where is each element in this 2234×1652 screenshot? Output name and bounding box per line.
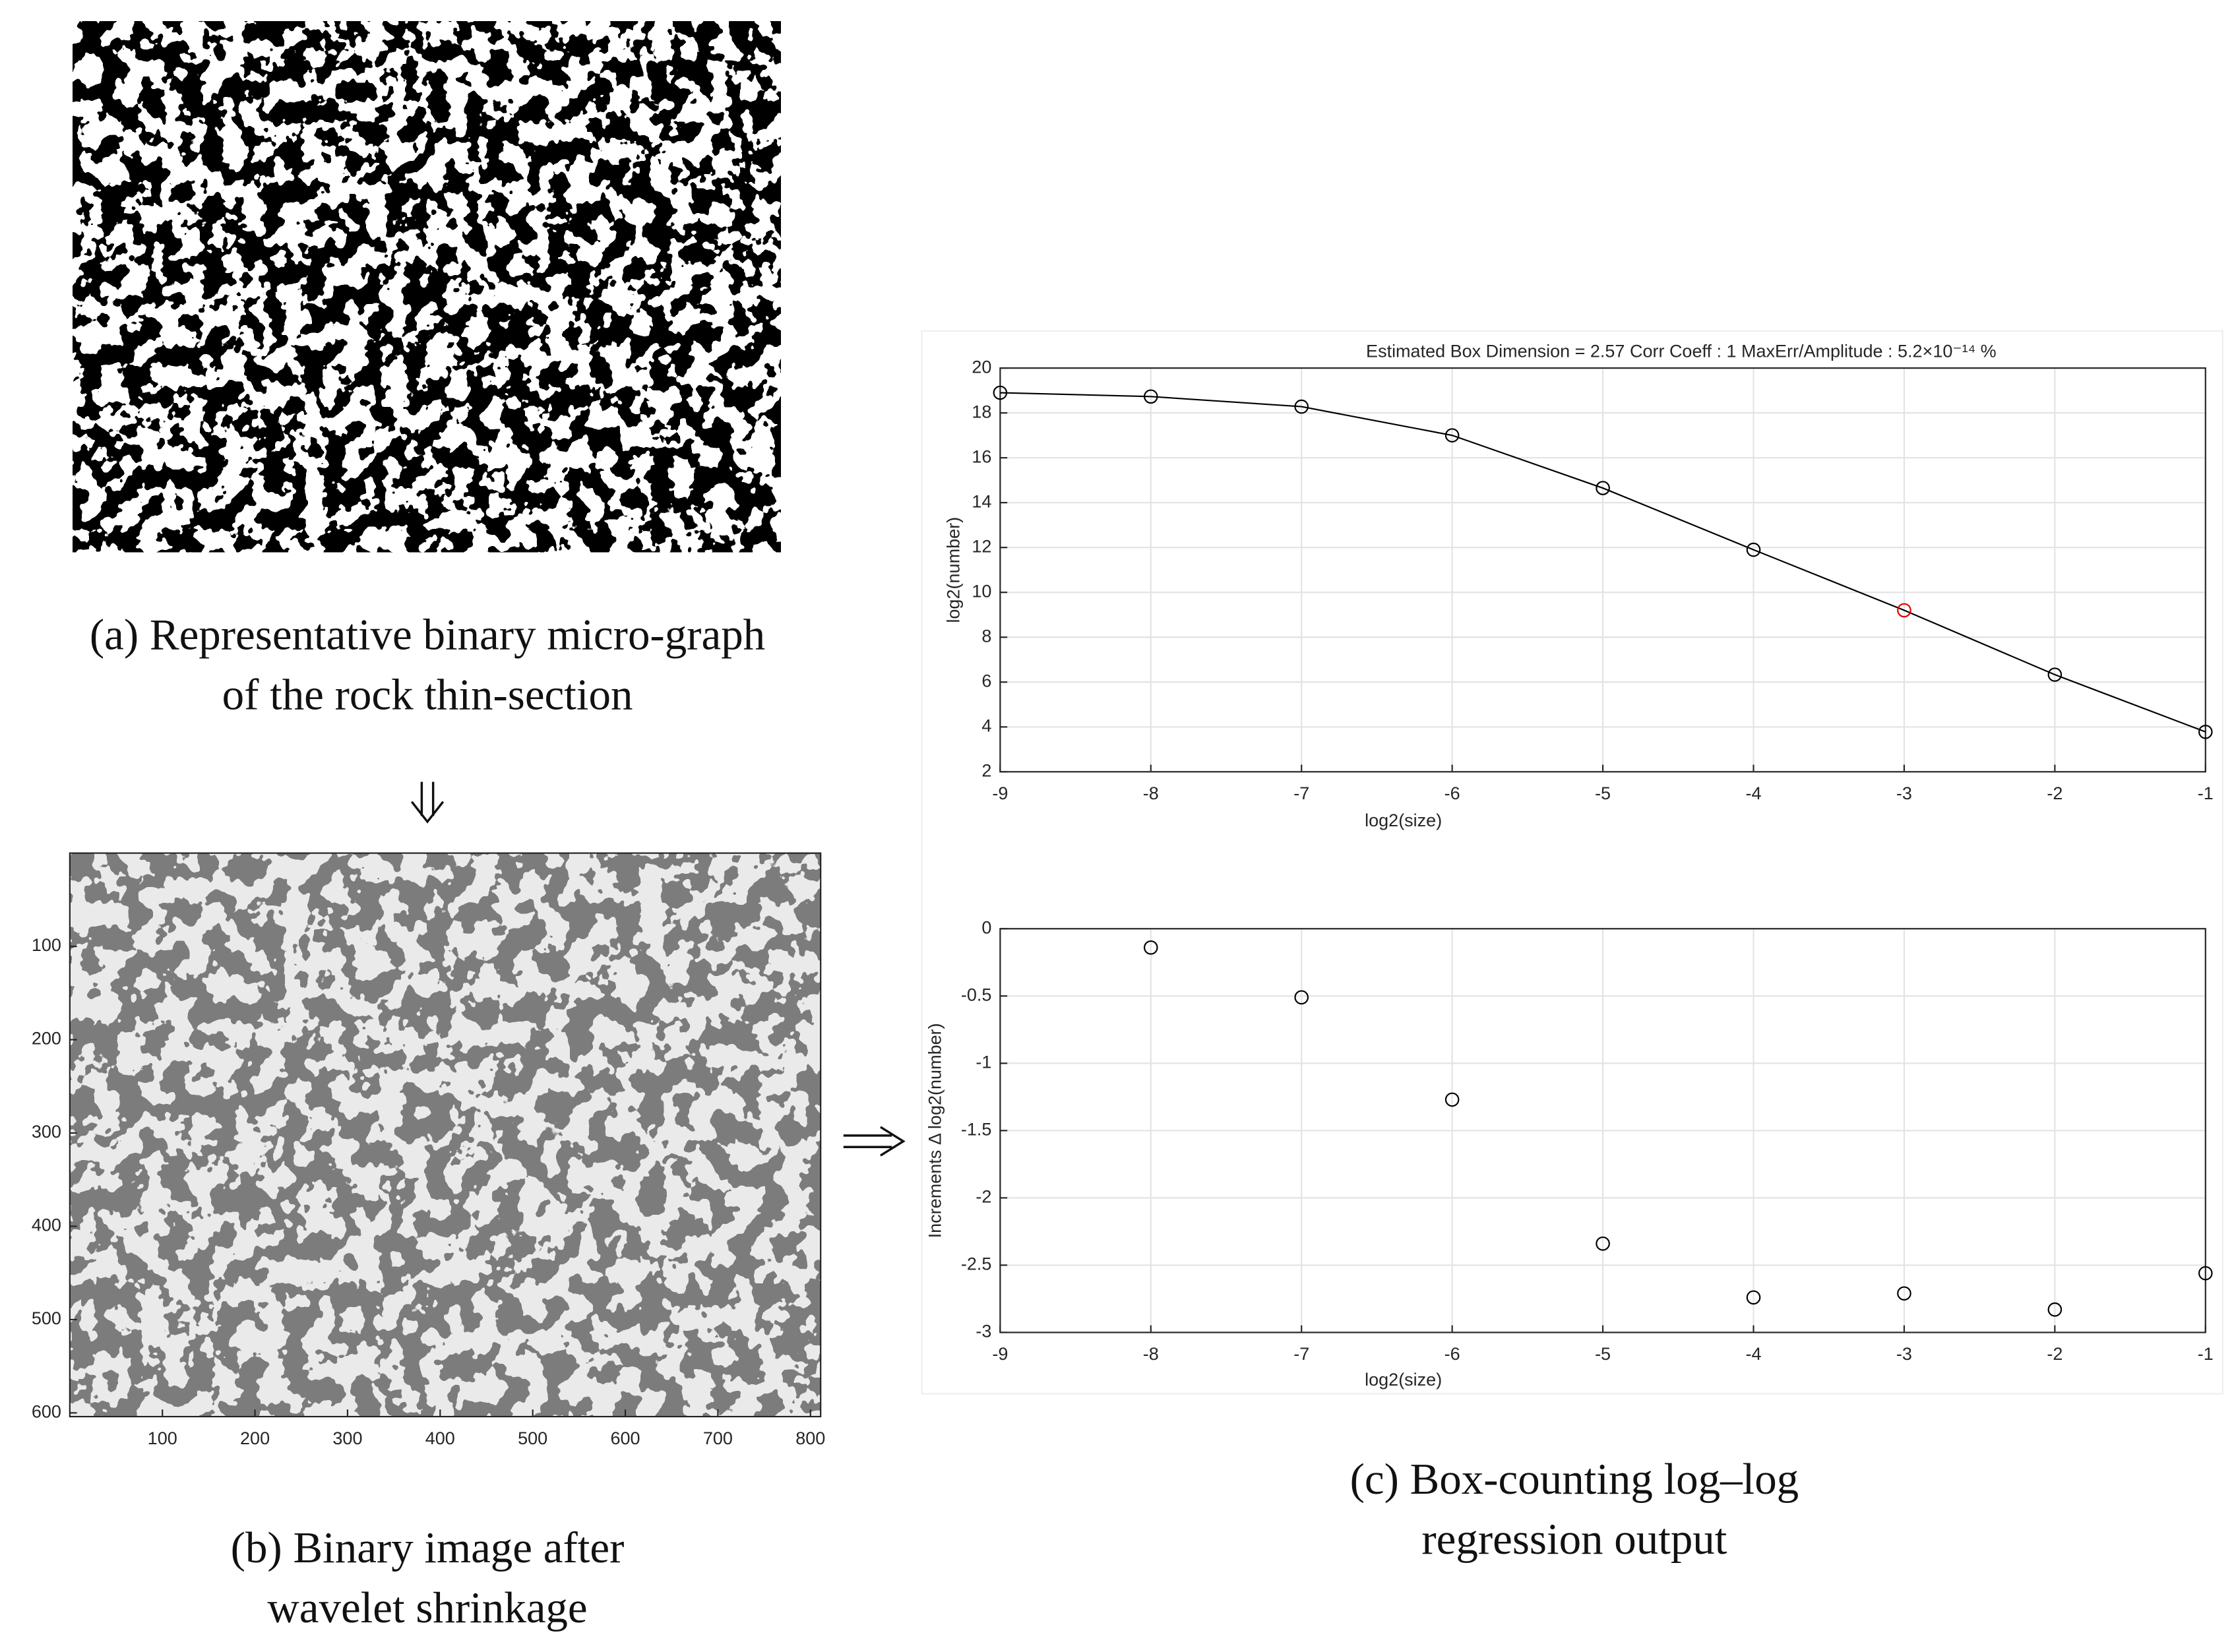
x-tick-label: -7 [1293, 783, 1309, 803]
x-tick-label: -9 [992, 783, 1008, 803]
marker [1596, 481, 1610, 495]
marker [1444, 1092, 1460, 1107]
y-tick-label: 100 [32, 935, 61, 955]
marker [1294, 399, 1309, 414]
caption: wavelet shrinkage [267, 1583, 587, 1632]
axes-frame [999, 928, 2206, 1333]
axes-frame [999, 367, 2206, 773]
x-tick-label: -5 [1595, 1344, 1611, 1364]
y-axis-label: Increments Δ log2(number) [925, 1023, 945, 1238]
marker [1596, 1236, 1610, 1251]
x-tick-label: -1 [2198, 783, 2214, 803]
x-tick-label: -3 [1896, 783, 1912, 803]
x-tick-label: 200 [240, 1428, 270, 1448]
x-tick-label: 300 [332, 1428, 362, 1448]
marker [1144, 389, 1158, 404]
y-tick-label: 6 [981, 671, 991, 690]
y-tick-label: 400 [32, 1215, 61, 1235]
marker [1444, 428, 1460, 443]
binary-micrograph [73, 21, 781, 553]
x-axis-label: log2(size) [1365, 1370, 1442, 1390]
y-tick-label: 12 [972, 536, 991, 556]
chart-title: Estimated Box Dimension = 2.57 Corr Coef… [1366, 341, 1997, 361]
x-tick-label: 800 [795, 1428, 825, 1448]
caption: (c) Box-counting log–log [1350, 1455, 1799, 1504]
y-tick-label: 8 [981, 626, 991, 646]
marker [993, 385, 1008, 400]
y-tick-label: 4 [981, 716, 991, 735]
y-tick-label: -2.5 [961, 1254, 992, 1274]
x-tick-label: -8 [1143, 1344, 1159, 1364]
y-tick-label: 300 [32, 1122, 61, 1142]
x-tick-label: 700 [703, 1428, 733, 1448]
marker [2047, 1302, 2063, 1317]
x-tick-label: -5 [1595, 783, 1611, 803]
marker [1746, 1290, 1761, 1305]
y-tick-label: -1 [976, 1052, 991, 1072]
x-tick-label: 600 [611, 1428, 640, 1448]
y-tick-label: 10 [972, 581, 991, 601]
marker [1746, 542, 1761, 557]
caption: (b) Binary image after [231, 1523, 625, 1572]
y-tick-label: 2 [981, 760, 991, 780]
caption: (a) Representative binary micro-graph [90, 610, 765, 659]
y-tick-label: 500 [32, 1308, 61, 1328]
plot-panel [921, 330, 2223, 1395]
x-tick-label: -6 [1444, 1344, 1460, 1364]
arrow-down [410, 781, 445, 824]
marker [2198, 724, 2213, 739]
x-tick-label: -6 [1444, 783, 1460, 803]
marker [2198, 1266, 2213, 1281]
y-tick-label: 20 [972, 357, 991, 377]
y-tick-label: 14 [972, 491, 991, 511]
y-tick-label: 600 [32, 1402, 61, 1422]
shrinkage-image [69, 852, 822, 1418]
x-tick-label: 400 [425, 1428, 455, 1448]
y-tick-label: 200 [32, 1029, 61, 1049]
line [1000, 392, 2206, 733]
caption: of the rock thin-section [222, 670, 633, 719]
y-tick-label: -3 [976, 1322, 991, 1341]
y-tick-label: -1.5 [961, 1119, 992, 1139]
x-tick-label: -3 [1896, 1344, 1912, 1364]
y-tick-label: -0.5 [961, 985, 992, 1004]
x-tick-label: -8 [1143, 783, 1159, 803]
marker [1294, 990, 1309, 1005]
x-tick-label: 500 [518, 1428, 547, 1448]
caption: regression output [1421, 1515, 1727, 1564]
x-tick-label: -2 [2047, 1344, 2063, 1364]
y-axis-label: log2(number) [943, 517, 963, 623]
y-tick-label: 0 [981, 917, 991, 937]
marker [1897, 1286, 1911, 1301]
x-tick-label: -9 [992, 1344, 1008, 1364]
x-tick-label: 100 [148, 1428, 177, 1448]
y-tick-label: 16 [972, 446, 991, 466]
marker [2047, 667, 2063, 682]
x-axis-label: log2(size) [1365, 811, 1442, 830]
arrow-right [843, 1126, 906, 1157]
x-tick-label: -4 [1746, 783, 1762, 803]
marker [1144, 940, 1158, 955]
x-tick-label: -7 [1293, 1344, 1309, 1364]
y-tick-label: 18 [972, 402, 991, 421]
marker [1897, 603, 1911, 618]
axes-frame [69, 852, 822, 1418]
x-tick-label: -4 [1746, 1344, 1762, 1364]
y-tick-label: -2 [976, 1187, 991, 1207]
x-tick-label: -1 [2198, 1344, 2214, 1364]
x-tick-label: -2 [2047, 783, 2063, 803]
